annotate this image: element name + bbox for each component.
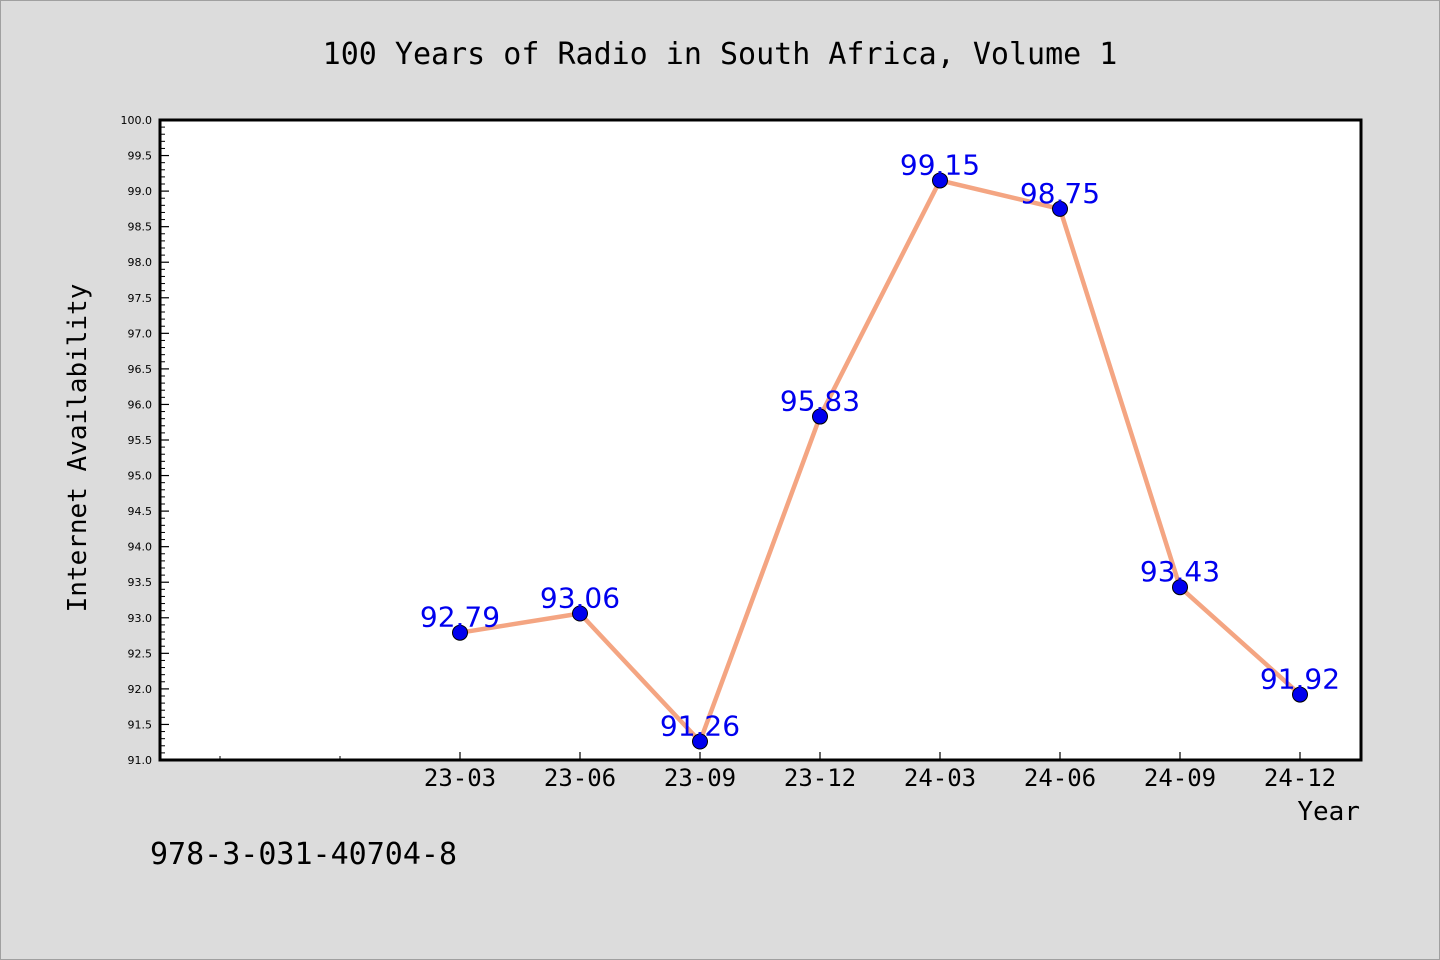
y-tick-label: 91.5	[128, 718, 153, 731]
data-label: 99.15	[900, 148, 980, 181]
y-tick-label: 95.5	[128, 434, 153, 447]
chart-title: 100 Years of Radio in South Africa, Volu…	[323, 37, 1118, 72]
y-tick-label: 97.5	[128, 292, 153, 305]
data-label: 92.79	[420, 601, 500, 634]
data-point	[452, 624, 468, 641]
x-tick-label: 23-12	[784, 764, 856, 792]
y-tick-label: 94.0	[128, 541, 153, 554]
plot-area	[158, 118, 1363, 762]
y-tick-label: 100.0	[121, 114, 153, 127]
x-tick-label: 23-03	[424, 764, 496, 792]
y-axis: 91.0 91.5 92.0 92.5 93.0 93.5 94.0 94.5 95.0 95.5…	[121, 114, 169, 767]
y-tick-label: 92.0	[128, 683, 153, 696]
y-tick-label: 93.5	[128, 576, 153, 589]
y-tick-label: 93.0	[128, 612, 153, 625]
y-tick-label: 98.5	[128, 221, 153, 234]
data-labels: 92.79 93.06 91.26 95.83 99.15 98.75 93.43 91.92	[420, 148, 1340, 742]
x-tick-label: 24-03	[904, 764, 976, 792]
y-tick-label: 99.5	[128, 150, 153, 163]
y-tick-label: 92.5	[128, 647, 153, 660]
y-tick-label: 97.0	[128, 327, 153, 340]
data-label: 93.06	[540, 582, 620, 615]
data-label: 91.26	[660, 710, 740, 743]
y-tick-label: 98.0	[128, 256, 153, 269]
y-tick-label: 95.0	[128, 470, 153, 483]
data-point	[1292, 686, 1308, 703]
y-tick-label: 99.0	[128, 185, 153, 198]
x-tick-label: 24-09	[1144, 764, 1216, 792]
data-point	[572, 605, 588, 622]
y-tick-label: 94.5	[128, 505, 153, 518]
x-axis: 23-03 23-06 23-09 23-12 24-03 24-06 24-09 24-12	[219, 752, 1336, 792]
x-tick-label: 24-06	[1024, 764, 1096, 792]
x-axis-label: Year	[1297, 797, 1360, 827]
data-point	[1052, 200, 1068, 217]
data-point	[932, 172, 948, 189]
x-tick-label: 23-09	[664, 764, 736, 792]
y-tick-label: 91.0	[128, 754, 153, 767]
data-label: 93.43	[1140, 555, 1220, 588]
y-tick-label: 96.5	[128, 363, 153, 376]
x-tick-label: 24-12	[1264, 764, 1336, 792]
data-label: 95.83	[780, 385, 860, 418]
isbn-annotation: 978-3-031-40704-8	[150, 837, 457, 872]
data-point	[692, 733, 708, 750]
data-point	[1172, 579, 1188, 596]
data-label: 91.92	[1260, 663, 1340, 696]
data-label: 98.75	[1020, 177, 1100, 210]
series-polyline	[459, 178, 1302, 744]
data-point	[812, 408, 828, 425]
x-tick-label: 23-06	[544, 764, 616, 792]
y-axis-label: Internet Availability	[63, 284, 93, 613]
series-line	[459, 178, 1302, 744]
y-tick-label: 96.0	[128, 398, 153, 411]
series-markers	[452, 172, 1308, 750]
